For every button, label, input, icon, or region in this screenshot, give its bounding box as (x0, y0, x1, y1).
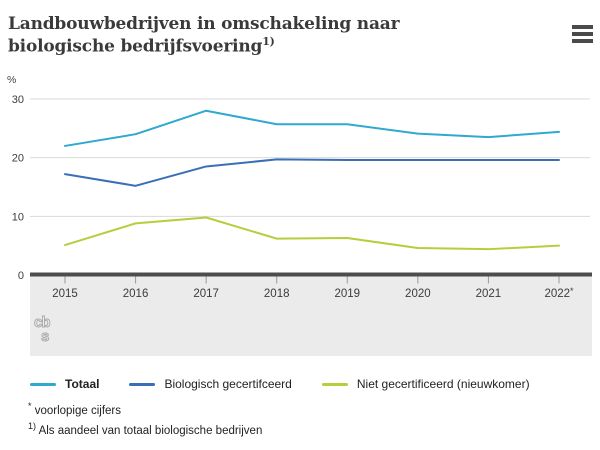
x-axis-line (30, 272, 592, 277)
x-axis-tick-label: 2021 (476, 288, 502, 300)
y-axis-tick-label: 30 (12, 94, 24, 106)
footnote: * voorlopige cijfers (28, 399, 262, 419)
x-axis-band (30, 276, 592, 356)
legend-label: Niet gecertificeerd (nieuwkomer) (356, 377, 530, 391)
series-line-biologisch-gecertifceerd (64, 158, 560, 187)
y-axis-unit-label: % (7, 74, 17, 86)
series-line-totaal (64, 109, 560, 147)
legend-label: Biologisch gecertifceerd (164, 377, 292, 391)
footnote: 1) Als aandeel van totaal biologische be… (28, 419, 262, 439)
line-chart-area: 0 10 20 30 2015 2016 2017 2018 2019 2020 2021 2022*… (0, 80, 600, 370)
x-axis-tick-label: 2016 (123, 288, 149, 300)
legend-item[interactable]: Totaal (30, 377, 99, 391)
y-axis-tick-label: 10 (12, 211, 24, 223)
menu-bar (572, 25, 593, 29)
menu-bar (572, 39, 593, 43)
cbs-logo: cb (34, 314, 50, 331)
footnote-text: Als aandeel van totaal biologische bedri… (36, 425, 263, 438)
series-line-niet-gecertificeerd-nieuwkomer (64, 216, 560, 251)
chart-legend: Totaal Biologisch gecertifceerd Niet gecer… (30, 377, 560, 391)
legend-swatch-icon (129, 382, 156, 386)
legend-swatch-icon (321, 382, 348, 386)
legend-label: Totaal (65, 377, 100, 391)
menu-bar (572, 32, 593, 36)
cbs-logo: s (41, 328, 49, 345)
page-title: Landbouwbedrijven in omschakeling naar b… (8, 14, 508, 57)
x-axis-tick-label: 2022* (544, 286, 574, 300)
x-axis-tick-label: 2020 (405, 288, 431, 300)
x-axis-tick-label: 2015 (52, 288, 78, 300)
x-axis-tick-label: 2018 (264, 288, 290, 300)
x-axis-tick-label: 2019 (334, 288, 360, 300)
y-axis-tick-label: 20 (12, 153, 24, 165)
footnote-text: voorlopige cijfers (31, 404, 121, 417)
y-axis-tick-label: 0 (18, 270, 24, 282)
hamburger-menu-icon[interactable] (572, 25, 593, 46)
page-title-text: Landbouwbedrijven in omschakeling naar b… (8, 14, 400, 57)
legend-item[interactable]: Biologisch gecertifceerd (129, 377, 292, 391)
footnote-marker: * (28, 401, 32, 411)
footnotes: * voorlopige cijfers 1) Als aandeel van t… (28, 399, 262, 440)
legend-item[interactable]: Niet gecertificeerd (nieuwkomer) (321, 377, 530, 391)
x-axis-tick-label: 2017 (193, 288, 219, 300)
title-footnote-marker: 1) (262, 34, 275, 48)
line-chart-svg: 0 10 20 30 2015 2016 2017 2018 2019 2020 2021 2022*… (12, 94, 592, 356)
footnote-marker: 1) (28, 421, 37, 432)
legend-swatch-icon (30, 382, 56, 386)
